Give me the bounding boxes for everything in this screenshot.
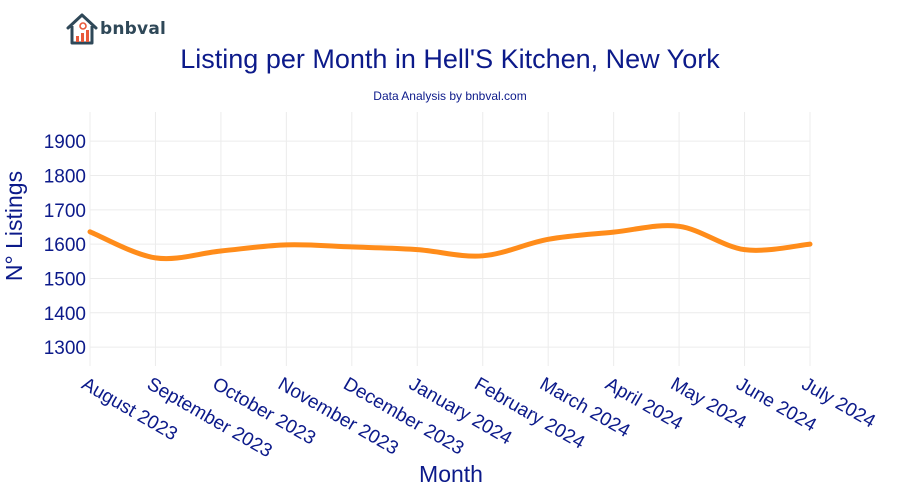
house-chart-icon	[66, 13, 98, 45]
brand-logo	[66, 13, 98, 45]
chart-title: Listing per Month in Hell'S Kitchen, New…	[180, 44, 720, 74]
series	[87, 223, 813, 262]
grid	[89, 112, 811, 366]
x-tick-label: February 2024	[471, 374, 589, 454]
y-tick-labels: 1300 1400 1500 1600 1700 1800 1900	[44, 132, 86, 359]
brand-name: bnbval	[100, 19, 167, 39]
y-tick-label: 1600	[44, 235, 86, 256]
y-tick-label: 1800	[44, 167, 86, 188]
y-tick-label: 1700	[44, 201, 86, 222]
y-tick-label: 1500	[44, 269, 86, 290]
y-tick-label: 1900	[44, 132, 86, 153]
x-axis-label: Month	[419, 461, 483, 487]
y-tick-label: 1400	[44, 304, 86, 325]
series-line	[87, 223, 813, 262]
y-axis-label: N° Listings	[1, 171, 27, 281]
chart-subtitle: Data Analysis by bnbval.com	[373, 89, 527, 103]
y-tick-label: 1300	[44, 338, 86, 359]
